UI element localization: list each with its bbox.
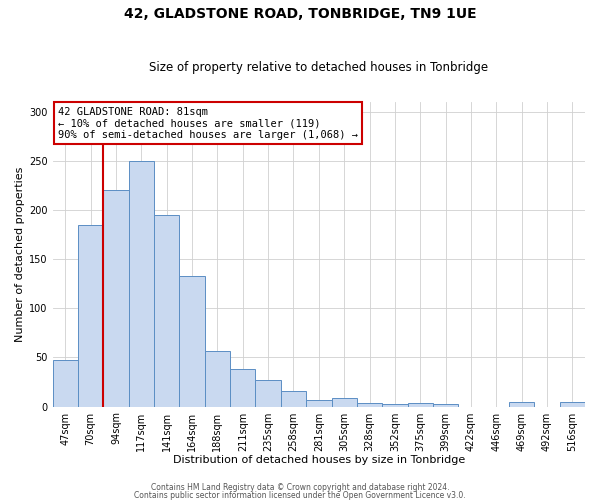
Bar (78, 225, 103, 406)
Bar (179, 276, 205, 406)
Text: Contains HM Land Registry data © Crown copyright and database right 2024.: Contains HM Land Registry data © Crown c… (151, 484, 449, 492)
Bar (103, 190, 129, 406)
Bar (205, 350, 230, 406)
Bar (433, 404, 458, 406)
Bar (281, 391, 306, 406)
Bar (129, 161, 154, 406)
Bar (332, 398, 357, 406)
Text: 42, GLADSTONE ROAD, TONBRIDGE, TN9 1UE: 42, GLADSTONE ROAD, TONBRIDGE, TN9 1UE (124, 8, 476, 22)
Bar (306, 400, 332, 406)
Bar (230, 370, 256, 406)
Y-axis label: Number of detached properties: Number of detached properties (15, 166, 25, 342)
Bar (256, 380, 281, 406)
Bar (357, 402, 382, 406)
Text: Contains public sector information licensed under the Open Government Licence v3: Contains public sector information licen… (134, 490, 466, 500)
Bar (509, 402, 535, 406)
Bar (407, 402, 433, 406)
Text: 42 GLADSTONE ROAD: 81sqm
← 10% of detached houses are smaller (119)
90% of semi-: 42 GLADSTONE ROAD: 81sqm ← 10% of detach… (58, 106, 358, 140)
Bar (382, 404, 407, 406)
Bar (154, 215, 179, 406)
Bar (560, 402, 585, 406)
X-axis label: Distribution of detached houses by size in Tonbridge: Distribution of detached houses by size … (173, 455, 465, 465)
Title: Size of property relative to detached houses in Tonbridge: Size of property relative to detached ho… (149, 62, 488, 74)
Bar (53, 360, 78, 406)
